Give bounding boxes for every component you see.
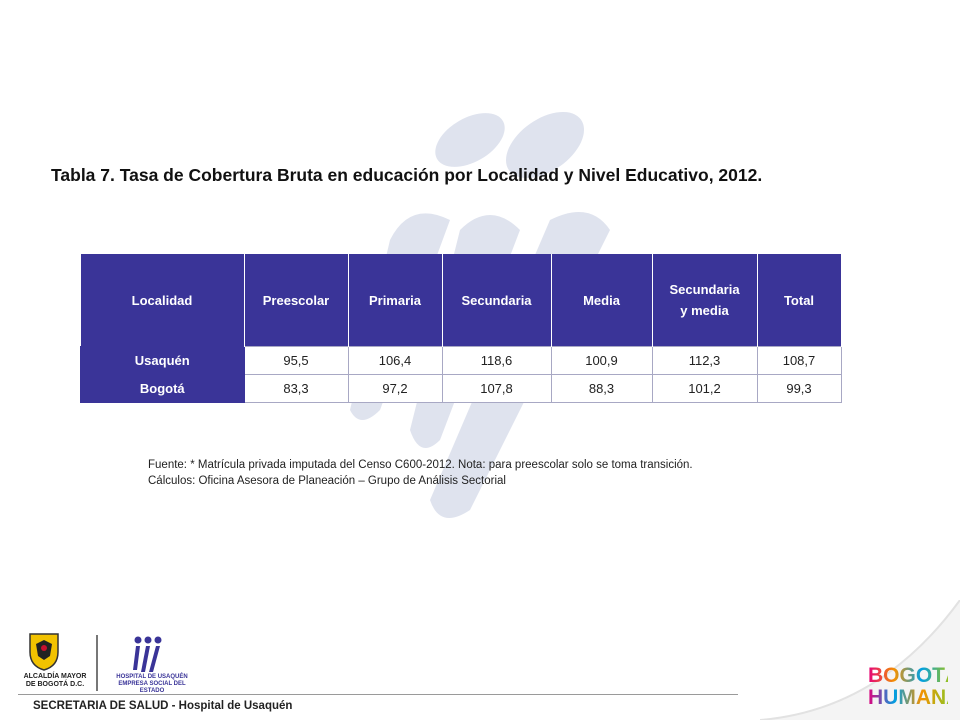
table-row: Usaquén 95,5 106,4 118,6 100,9 112,3 108… [80,346,842,375]
logo-divider [96,635,98,691]
table-row: Bogotá 83,3 97,2 107,8 88,3 101,2 99,3 [80,374,842,403]
table-cell: 99,3 [756,374,842,403]
column-header-preescolar: Preescolar [244,254,349,347]
table-header-row: Localidad Preescolar Primaria Secundaria… [80,254,842,347]
page-title: Tabla 7. Tasa de Cobertura Bruta en educ… [51,165,763,185]
bogota-humana-logo: BOGOTÁ HUMANA [868,664,960,709]
column-header-secundaria: Secundaria [442,254,552,347]
column-header-secundaria-y-media-text: Secundaria y media [669,282,740,318]
table-cell: 107,8 [441,374,552,403]
page-curl-decoration [760,600,960,720]
column-header-localidad: Localidad [80,254,245,347]
column-header-secundaria-y-media: Secundaria y media [652,254,758,347]
column-header-media: Media [551,254,653,347]
footer-text: SECRETARIA DE SALUD - Hospital de Usaqué… [33,700,293,712]
crest-icon [29,633,59,671]
table-cell: 97,2 [347,374,443,403]
source-line-2: Cálculos: Oficina Asesora de Planeación … [148,475,506,487]
source-line-1: Fuente: * Matrícula privada imputada del… [148,459,693,471]
hospital-label: HOSPITAL DE USAQUÉN EMPRESA SOCIAL DEL E… [116,674,188,694]
bogota-logo-line-1: BOGOTÁ [868,664,960,687]
column-header-primaria: Primaria [348,254,443,347]
coverage-table: Localidad Preescolar Primaria Secundaria… [80,254,842,403]
table-cell: 112,3 [651,346,758,375]
table-cell: 83,3 [243,374,349,403]
hospital-logo-icon [133,636,162,672]
bogota-logo-line-2: HUMANA [868,686,960,709]
column-header-total: Total [757,254,842,347]
footer-divider [18,694,738,695]
row-label: Bogotá [80,374,245,403]
table-cell: 118,6 [441,346,552,375]
table-cell: 100,9 [550,346,653,375]
crest-label: ALCALDÍA MAYOR DE BOGOTÁ D.C. [23,673,87,688]
source-note: Fuente: * Matrícula privada imputada del… [148,457,693,489]
row-label: Usaquén [80,346,245,375]
table-cell: 101,2 [651,374,758,403]
table-cell: 88,3 [550,374,653,403]
table-cell: 106,4 [347,346,443,375]
table-cell: 95,5 [243,346,349,375]
table-cell: 108,7 [756,346,842,375]
